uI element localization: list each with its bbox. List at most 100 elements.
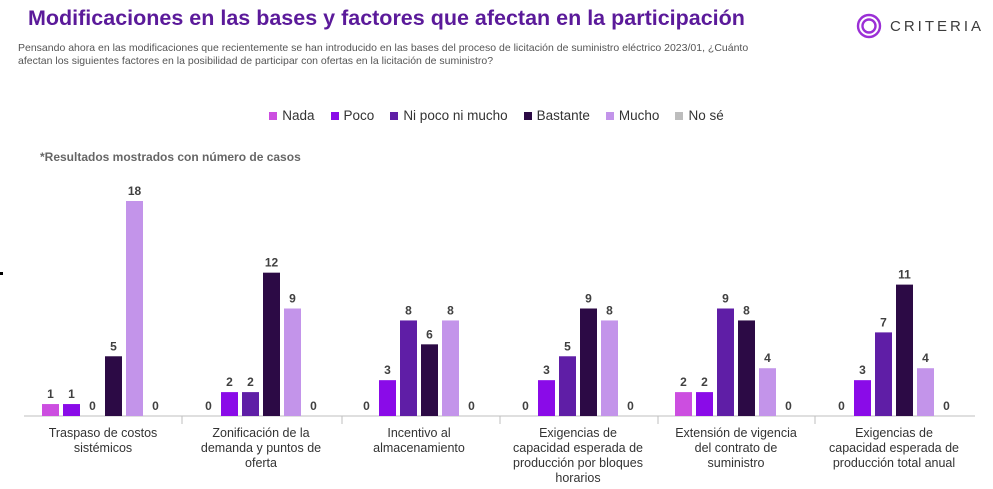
data-label: 5 — [110, 339, 117, 353]
category-label: oferta — [245, 456, 277, 470]
data-label: 9 — [722, 292, 729, 306]
legend-label: Ni poco ni mucho — [403, 108, 508, 123]
data-label: 11 — [898, 268, 911, 282]
brand-name: CRITERIA — [890, 17, 985, 35]
bar-1-1 — [221, 392, 238, 416]
legend-label: No sé — [688, 108, 724, 123]
bar-2-2 — [400, 320, 417, 416]
category-label: sistémicos — [74, 441, 132, 455]
category-label: Zonificación de la — [212, 426, 309, 440]
legend-swatch — [330, 111, 339, 120]
data-label: 12 — [265, 256, 279, 270]
category-label: almacenamiento — [373, 441, 465, 455]
data-label: 2 — [701, 375, 708, 389]
data-label: 1 — [47, 387, 54, 401]
legend-item-5: No sé — [675, 108, 724, 123]
concentric-circles-logo-icon — [856, 13, 882, 39]
category-label: producción por bloques — [513, 456, 643, 470]
category-label: del contrato de — [695, 441, 778, 455]
data-label: 4 — [764, 351, 771, 365]
bar-2-3 — [421, 344, 438, 416]
category-label: suministro — [708, 456, 765, 470]
data-label: 0 — [205, 399, 212, 413]
category-label: Exigencias de — [539, 426, 617, 440]
legend-swatch — [390, 111, 399, 120]
data-label: 4 — [922, 351, 929, 365]
data-label: 0 — [310, 399, 317, 413]
legend-swatch — [675, 111, 684, 120]
subtitle-line-1: Pensando ahora en las modificaciones que… — [18, 42, 749, 54]
data-label: 5 — [564, 339, 571, 353]
chart-subtitle: Pensando ahora en las modificaciones que… — [18, 42, 918, 68]
data-label: 0 — [468, 399, 475, 413]
legend-item-1: Poco — [330, 108, 375, 123]
data-label: 0 — [943, 399, 950, 413]
bar-0-1 — [63, 404, 80, 416]
category-label: Extensión de vigencia — [675, 426, 797, 440]
data-label: 6 — [426, 327, 433, 341]
data-label: 2 — [247, 375, 254, 389]
bar-3-3 — [580, 308, 597, 416]
bar-5-3 — [896, 284, 913, 416]
bar-2-1 — [379, 380, 396, 416]
data-label: 18 — [128, 184, 142, 198]
bar-4-2 — [717, 308, 734, 416]
data-label: 2 — [680, 375, 687, 389]
subtitle-line-2: afectan los siguientes factores en la po… — [18, 55, 494, 67]
data-label: 0 — [627, 399, 634, 413]
bar-3-4 — [601, 320, 618, 416]
category-label: capacidad esperada de — [513, 441, 643, 455]
legend-swatch — [605, 111, 614, 120]
legend-item-3: Bastante — [523, 108, 590, 123]
margin-mark — [0, 272, 3, 275]
data-label: 0 — [152, 399, 159, 413]
bar-4-4 — [759, 368, 776, 416]
category-label: capacidad esperada de — [829, 441, 959, 455]
brand-logo: CRITERIA — [856, 13, 984, 39]
cases-note: *Resultados mostrados con número de caso… — [40, 150, 301, 164]
legend-swatch — [523, 111, 532, 120]
data-label: 9 — [585, 292, 592, 306]
data-label: 0 — [785, 399, 792, 413]
chart-legend: Nada Poco Ni poco ni mucho Bastante Mucho No … — [0, 108, 993, 123]
bar-1-3 — [263, 272, 280, 416]
bar-0-3 — [105, 356, 122, 416]
data-label: 0 — [363, 399, 370, 413]
data-label: 7 — [880, 315, 887, 329]
bar-3-2 — [559, 356, 576, 416]
category-label: Traspaso de costos — [49, 426, 158, 440]
data-label: 2 — [226, 375, 233, 389]
bar-1-2 — [242, 392, 259, 416]
category-label: demanda y puntos de — [201, 441, 321, 455]
chart-title: Modificaciones en las bases y factores q… — [28, 6, 745, 30]
bar-5-1 — [854, 380, 871, 416]
data-label: 3 — [543, 363, 550, 377]
legend-swatch — [269, 111, 278, 120]
legend-item-0: Nada — [269, 108, 315, 123]
bar-3-1 — [538, 380, 555, 416]
bar-5-4 — [917, 368, 934, 416]
data-label: 0 — [89, 399, 96, 413]
bar-4-3 — [738, 320, 755, 416]
bar-0-0 — [42, 404, 59, 416]
legend-label: Nada — [282, 108, 315, 123]
bar-0-4 — [126, 201, 143, 416]
data-label: 0 — [522, 399, 529, 413]
data-label: 3 — [859, 363, 866, 377]
bar-4-1 — [696, 392, 713, 416]
bar-4-0 — [675, 392, 692, 416]
legend-label: Poco — [343, 108, 375, 123]
data-label: 8 — [447, 303, 454, 317]
bar-1-4 — [284, 308, 301, 416]
category-label: producción total anual — [833, 456, 955, 470]
bar-5-2 — [875, 332, 892, 416]
data-label: 8 — [405, 303, 412, 317]
category-label: horarios — [555, 471, 600, 485]
legend-label: Bastante — [536, 108, 590, 123]
category-label: Incentivo al — [387, 426, 450, 440]
legend-item-2: Ni poco ni mucho — [390, 108, 508, 123]
category-label: Exigencias de — [855, 426, 933, 440]
data-label: 3 — [384, 363, 391, 377]
legend-item-4: Mucho — [605, 108, 659, 123]
